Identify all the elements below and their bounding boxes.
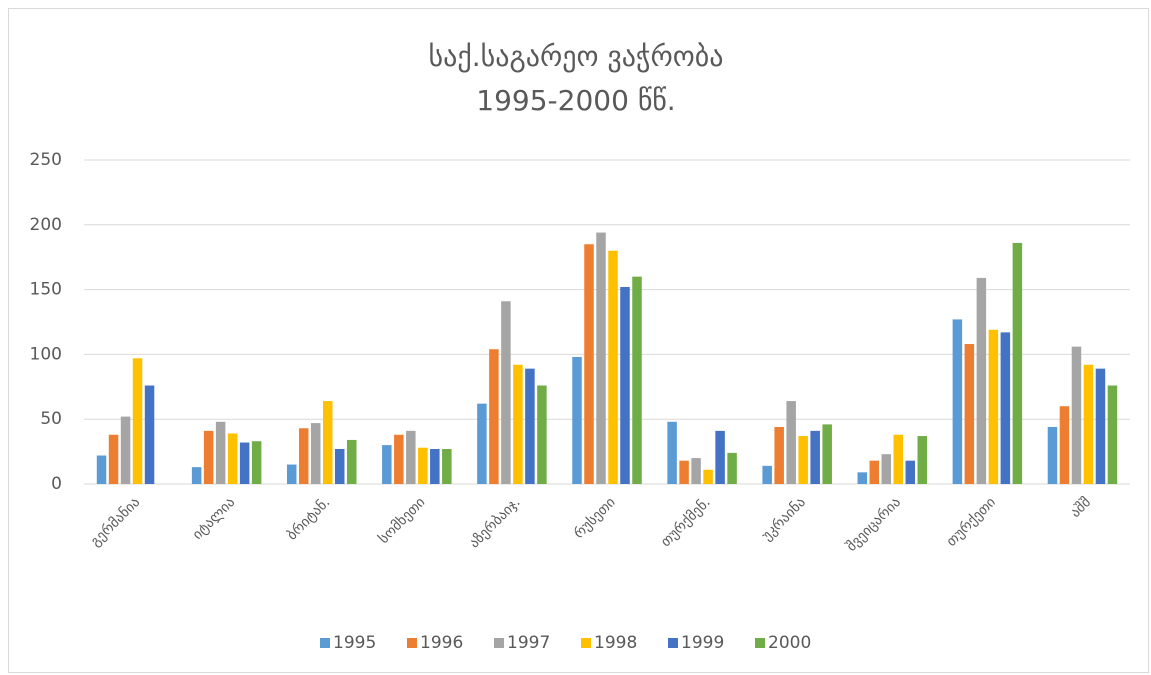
legend-label: 1995: [333, 633, 376, 653]
bar: [1095, 368, 1106, 484]
bar: [976, 277, 987, 484]
bar: [964, 344, 975, 484]
bar: [596, 232, 606, 484]
y-tick-label: 250: [30, 150, 62, 170]
bar: [537, 385, 547, 484]
legend-swatch: [494, 638, 504, 648]
bar: [1083, 364, 1094, 484]
chart-title: 1995-2000 წწ.: [476, 84, 675, 117]
bar: [905, 460, 916, 484]
bar: [1000, 332, 1011, 484]
bar: [715, 430, 725, 484]
bar: [822, 424, 832, 484]
bar: [1107, 385, 1118, 484]
bar: [1071, 346, 1082, 484]
y-tick-label: 50: [40, 409, 62, 429]
legend-swatch: [320, 638, 330, 648]
bar: [513, 364, 523, 484]
bar: [608, 250, 618, 484]
bar: [418, 447, 428, 484]
bar: [191, 467, 202, 484]
bar: [489, 349, 499, 484]
bar: [406, 430, 416, 484]
bar: [1059, 406, 1070, 484]
legend-swatch: [581, 638, 591, 648]
bar: [703, 469, 713, 484]
bar: [679, 460, 689, 484]
bar: [286, 464, 297, 484]
bar: [1012, 242, 1023, 484]
y-tick-label: 0: [51, 474, 62, 494]
bar: [774, 426, 784, 484]
bar: [298, 428, 309, 484]
bar: [786, 401, 796, 484]
bar: [227, 433, 238, 484]
legend-label: 1997: [507, 633, 550, 653]
bar: [322, 401, 333, 484]
bar: [810, 430, 820, 484]
legend-swatch: [755, 638, 765, 648]
bar: [798, 436, 808, 484]
bar: [382, 445, 392, 484]
legend-swatch: [668, 638, 678, 648]
bar: [120, 416, 131, 484]
bar: [584, 244, 594, 484]
legend-label: 1996: [420, 633, 463, 653]
bar: [203, 430, 214, 484]
bar: [572, 356, 582, 484]
bar: [632, 276, 642, 484]
bar: [620, 287, 630, 484]
bar: [132, 358, 143, 484]
bar: [893, 434, 904, 484]
bar: [691, 458, 701, 484]
bar: [1047, 426, 1058, 484]
bar: [988, 329, 999, 484]
bar: [144, 385, 155, 484]
bar: [310, 423, 321, 484]
bar: [334, 449, 345, 484]
bar: [442, 449, 452, 484]
bar: [917, 436, 928, 484]
bar: [477, 403, 487, 484]
bar: [952, 319, 963, 484]
y-tick-label: 200: [30, 215, 62, 235]
bar: [525, 368, 535, 484]
bar: [501, 301, 511, 484]
bar: [346, 439, 357, 484]
bar: [762, 465, 772, 484]
y-tick-label: 100: [30, 344, 62, 364]
y-tick-label: 150: [30, 280, 62, 300]
legend-swatch: [407, 638, 417, 648]
bar: [108, 434, 119, 484]
bar: [727, 452, 737, 484]
bar: [881, 454, 892, 484]
bar: [96, 455, 107, 484]
bar: [251, 441, 262, 484]
bar: [430, 449, 440, 484]
legend-label: 2000: [768, 633, 811, 653]
legend-label: 1998: [594, 633, 637, 653]
legend-label: 1999: [681, 633, 724, 653]
bar: [667, 421, 677, 484]
bar: [215, 421, 226, 484]
chart-title: საქ.საგარეო ვაჭრობა: [429, 40, 724, 73]
bar: [857, 472, 868, 484]
bar: [869, 460, 880, 484]
bar: [394, 434, 404, 484]
bar: [239, 442, 250, 484]
